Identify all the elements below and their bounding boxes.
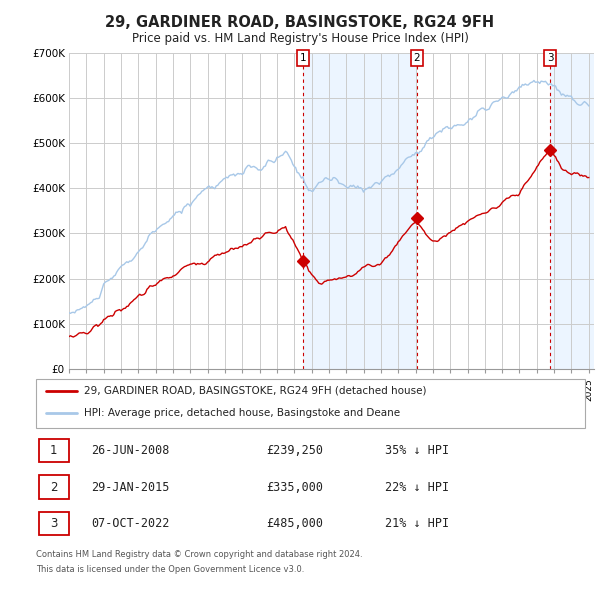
- Text: £335,000: £335,000: [266, 480, 323, 494]
- Text: 26-JUN-2008: 26-JUN-2008: [91, 444, 169, 457]
- Text: 35% ↓ HPI: 35% ↓ HPI: [385, 444, 449, 457]
- Text: 29, GARDINER ROAD, BASINGSTOKE, RG24 9FH (detached house): 29, GARDINER ROAD, BASINGSTOKE, RG24 9FH…: [85, 386, 427, 396]
- FancyBboxPatch shape: [39, 439, 69, 463]
- Text: This data is licensed under the Open Government Licence v3.0.: This data is licensed under the Open Gov…: [36, 565, 304, 573]
- FancyBboxPatch shape: [39, 475, 69, 499]
- Text: 29-JAN-2015: 29-JAN-2015: [91, 480, 169, 494]
- Text: 29, GARDINER ROAD, BASINGSTOKE, RG24 9FH: 29, GARDINER ROAD, BASINGSTOKE, RG24 9FH: [106, 15, 494, 30]
- Bar: [550, 53, 594, 369]
- Text: 21% ↓ HPI: 21% ↓ HPI: [385, 517, 449, 530]
- Text: 22% ↓ HPI: 22% ↓ HPI: [385, 480, 449, 494]
- Bar: [303, 53, 417, 369]
- Text: 2: 2: [50, 480, 58, 494]
- Text: 3: 3: [547, 53, 553, 63]
- Text: 2: 2: [413, 53, 420, 63]
- Text: 1: 1: [50, 444, 58, 457]
- Text: Price paid vs. HM Land Registry's House Price Index (HPI): Price paid vs. HM Land Registry's House …: [131, 32, 469, 45]
- FancyBboxPatch shape: [36, 379, 585, 428]
- Text: £485,000: £485,000: [266, 517, 323, 530]
- Text: 3: 3: [50, 517, 58, 530]
- Text: Contains HM Land Registry data © Crown copyright and database right 2024.: Contains HM Land Registry data © Crown c…: [36, 550, 362, 559]
- Text: 07-OCT-2022: 07-OCT-2022: [91, 517, 169, 530]
- Text: 1: 1: [299, 53, 306, 63]
- Text: HPI: Average price, detached house, Basingstoke and Deane: HPI: Average price, detached house, Basi…: [85, 408, 400, 418]
- FancyBboxPatch shape: [39, 512, 69, 535]
- Text: £239,250: £239,250: [266, 444, 323, 457]
